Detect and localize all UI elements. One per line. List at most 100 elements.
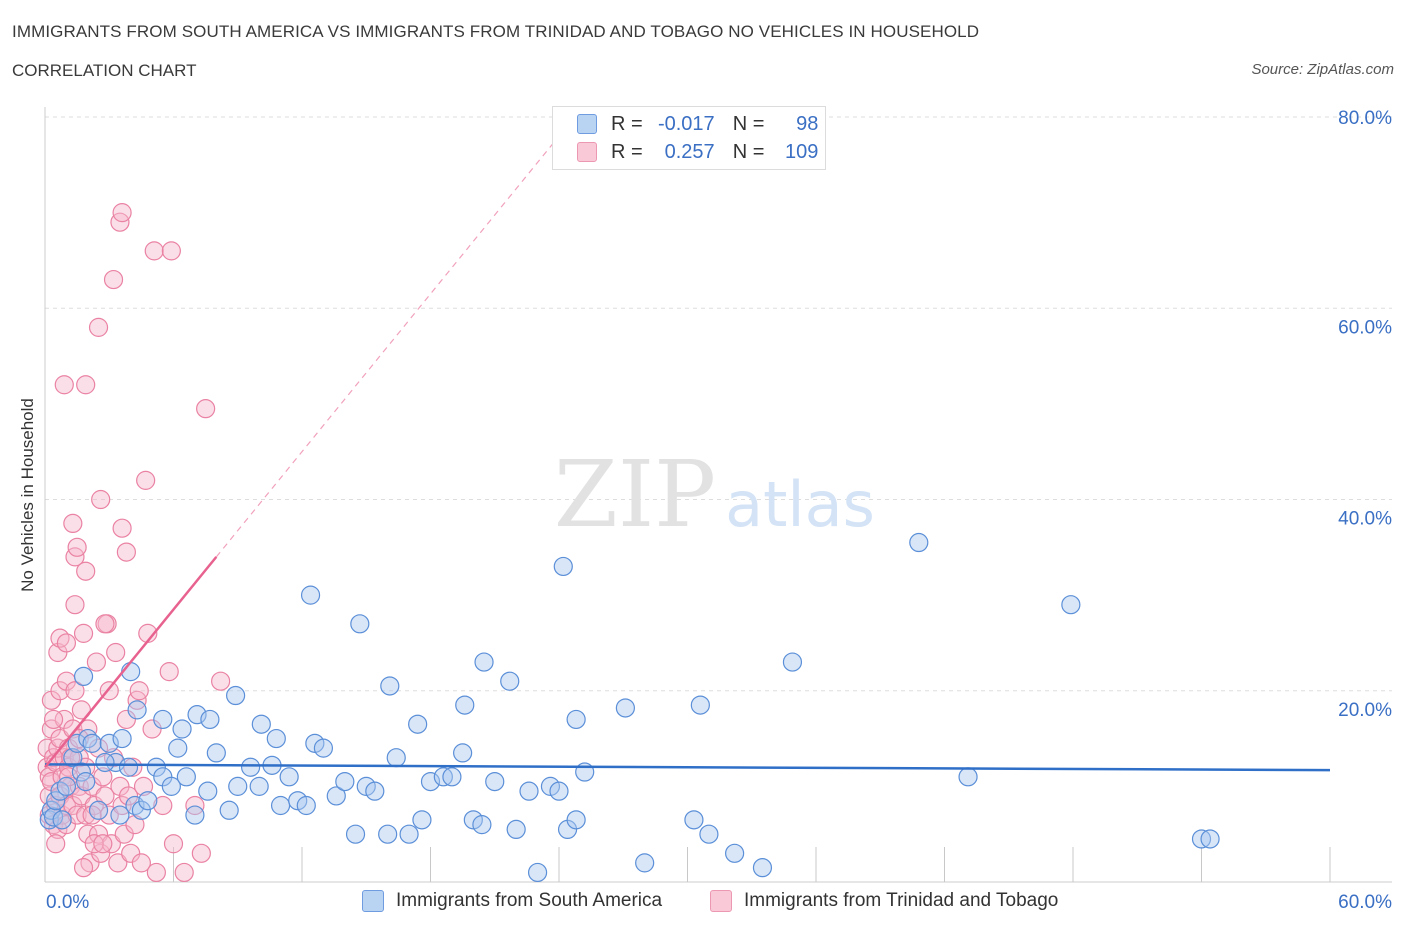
r-value-pink: 0.257 [664, 140, 715, 163]
blue-data-point [420, 771, 441, 792]
pink-data-point [63, 719, 83, 739]
pink-data-point [54, 375, 74, 395]
r-value-blue: -0.017 [657, 112, 715, 135]
x-tick-label-max: 60.0% [1338, 892, 1392, 913]
y-tick-label: 20.0% [1338, 700, 1392, 721]
legend-label-trinidad-tobago: Immigrants from Trinidad and Tobago [744, 890, 1059, 911]
pink-swatch [577, 142, 597, 162]
chart-subtitle: CORRELATION CHART [12, 61, 197, 80]
blue-data-point [112, 728, 132, 749]
blue-data-point [99, 733, 119, 753]
pink-data-point [196, 399, 216, 419]
pink-data-point [129, 681, 149, 701]
blue-data-point [270, 795, 291, 816]
blue-data-point [326, 786, 346, 806]
pink-data-point [108, 853, 128, 873]
watermark: ZIP atlas [554, 441, 875, 548]
tick-labels: 20.0% 40.0% 60.0% 80.0% 0.0% 60.0% [46, 108, 1392, 913]
blue-data-point [527, 862, 548, 883]
pink-data-point [118, 786, 139, 806]
blue-data-point [296, 795, 316, 816]
blue-series-points [39, 532, 1220, 883]
pink-data-point [106, 642, 126, 663]
pink-data-point [37, 738, 57, 758]
legend-item-trinidad-tobago: Immigrants from Trinidad and Tobago [710, 890, 1058, 912]
blue-data-point [251, 714, 271, 734]
blue-data-point [453, 743, 473, 763]
blue-data-point [146, 757, 166, 777]
legend-label-south-america: Immigrants from South America [396, 890, 663, 911]
blue-data-point [909, 532, 929, 553]
legend-item-south-america: Immigrants from South America [362, 890, 662, 912]
blue-data-point [88, 800, 109, 820]
pink-data-point [88, 824, 109, 844]
blue-data-point [442, 767, 462, 787]
pink-data-point [121, 843, 141, 863]
blue-data-point [378, 824, 398, 844]
pink-data-point [116, 542, 136, 562]
blue-data-point [131, 800, 151, 820]
blue-data-point [187, 705, 207, 725]
pink-data-point [56, 633, 77, 653]
pink-data-point [73, 858, 94, 878]
blue-data-point [153, 709, 173, 730]
pink-data-point [78, 824, 98, 844]
blue-data-point [958, 767, 978, 787]
pink-data-point [43, 709, 64, 730]
blue-data-point [566, 810, 586, 830]
blue-data-point [386, 748, 406, 768]
pink-data-point [174, 862, 194, 883]
blue-data-point [553, 556, 573, 577]
blue-data-point [127, 700, 147, 720]
n-value-blue: 98 [796, 112, 819, 135]
blue-data-point [52, 810, 72, 830]
y-tick-label: 80.0% [1338, 108, 1392, 129]
pink-data-point [136, 470, 156, 490]
pink-data-point [95, 614, 115, 634]
pink-data-point [116, 709, 136, 730]
blue-data-point [752, 858, 773, 878]
gridlines [45, 116, 1392, 692]
blue-data-point [684, 810, 704, 830]
pink-data-point [65, 547, 85, 567]
chart-title: IMMIGRANTS FROM SOUTH AMERICA VS IMMIGRA… [12, 22, 980, 41]
blue-data-point [300, 585, 321, 605]
watermark-zip: ZIP [554, 441, 716, 548]
pink-data-point [146, 862, 166, 883]
blue-data-point [350, 614, 370, 634]
pink-data-point [131, 853, 151, 873]
blue-trend-line [44, 763, 1331, 772]
pink-data-point [159, 662, 179, 682]
blue-data-point [118, 757, 139, 777]
stats-legend: R = -0.017 N = 98 R = 0.257 N = 109 [552, 106, 826, 170]
blue-data-point [782, 652, 803, 672]
pink-trend-extension [215, 135, 560, 558]
pink-data-point [76, 561, 96, 581]
pink-data-point [56, 795, 77, 816]
pink-data-point [50, 681, 70, 701]
blue-data-point [63, 748, 83, 768]
axes [44, 107, 1392, 883]
pink-data-point [144, 241, 164, 261]
blue-data-point [549, 781, 569, 801]
series-legend: Immigrants from South America Immigrants… [0, 890, 1406, 916]
pink-trend-line [44, 556, 218, 769]
pink-data-point [112, 203, 132, 223]
pink-data-point [91, 489, 111, 510]
y-tick-label: 40.0% [1338, 509, 1392, 530]
blue-data-point [725, 843, 745, 863]
pink-data-point [95, 786, 115, 806]
blue-data-point [474, 652, 494, 672]
r-label: R = [611, 140, 643, 163]
blue-data-point [82, 733, 102, 753]
blue-data-point [95, 752, 115, 773]
pink-swatch [710, 890, 732, 912]
blue-data-point [249, 776, 269, 796]
n-label: N = [732, 140, 765, 163]
blue-data-point [138, 791, 158, 811]
blue-data-point [56, 776, 77, 796]
pink-data-point [46, 834, 66, 854]
blue-data-point [313, 738, 334, 758]
blue-data-point [241, 757, 261, 777]
pink-data-point [93, 834, 113, 854]
